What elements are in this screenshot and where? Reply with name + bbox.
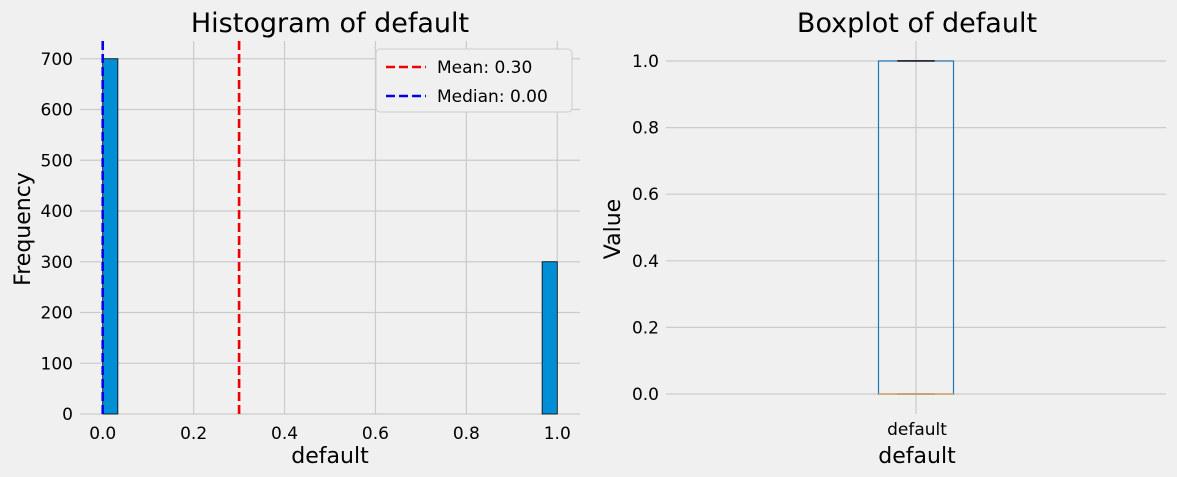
histogram-x-tick-label: 0.0 bbox=[89, 424, 116, 444]
histogram-y-tick-label: 600 bbox=[41, 101, 73, 121]
histogram-bar bbox=[541, 261, 558, 415]
histogram-bar bbox=[102, 58, 119, 415]
legend-median-label: Median: 0.00 bbox=[437, 87, 548, 107]
histogram-x-tick-label: 0.4 bbox=[271, 424, 298, 444]
boxplot-y-tick-label: 0.8 bbox=[632, 119, 659, 139]
histogram-y-tick-label: 100 bbox=[41, 354, 73, 374]
histogram-y-tick-label: 700 bbox=[41, 50, 73, 70]
histogram-y-tick-label: 0 bbox=[62, 405, 73, 425]
boxplot-title: Boxplot of default bbox=[797, 8, 1037, 39]
histogram-x-tick-label: 0.8 bbox=[453, 424, 480, 444]
histogram-panel: Histogram of default 0.0 0.2 0.4 0.6 0.8 1.0 … bbox=[11, 8, 580, 469]
boxplot-category-label: default bbox=[887, 420, 947, 440]
histogram-y-tick-label: 200 bbox=[41, 304, 73, 324]
histogram-x-tick-label: 0.2 bbox=[180, 424, 207, 444]
boxplot-panel: Boxplot of default 0.0 0.2 0.4 0.6 0.8 1.0 de… bbox=[601, 8, 1166, 469]
histogram-y-tick-label: 500 bbox=[41, 151, 73, 171]
histogram-x-label: default bbox=[291, 444, 369, 469]
histogram-y-tick-label: 300 bbox=[41, 253, 73, 273]
histogram-reference-lines bbox=[101, 41, 241, 414]
histogram-x-tick-label: 1.0 bbox=[544, 424, 571, 444]
histogram-x-tick-label: 0.6 bbox=[362, 424, 389, 444]
histogram-y-ticks: 0 100 200 300 400 500 600 700 bbox=[41, 50, 73, 425]
legend-mean-label: Mean: 0.30 bbox=[437, 58, 532, 78]
boxplot-y-label: Value bbox=[601, 199, 626, 259]
histogram-y-label: Frequency bbox=[11, 172, 36, 286]
boxplot-y-tick-label: 0.6 bbox=[632, 185, 659, 205]
histogram-x-ticks: 0.0 0.2 0.4 0.6 0.8 1.0 bbox=[89, 424, 571, 444]
boxplot-y-ticks: 0.0 0.2 0.4 0.6 0.8 1.0 bbox=[632, 52, 659, 405]
boxplot-y-tick-label: 0.0 bbox=[632, 385, 659, 405]
boxplot-y-tick-label: 1.0 bbox=[632, 52, 659, 72]
histogram-title: Histogram of default bbox=[191, 8, 469, 39]
histogram-bars bbox=[102, 58, 558, 415]
boxplot-grid bbox=[666, 41, 1166, 414]
boxplot-y-tick-label: 0.2 bbox=[632, 318, 659, 338]
histogram-legend: Mean: 0.30 Median: 0.00 bbox=[375, 48, 573, 113]
boxplot-marks bbox=[877, 60, 955, 395]
boxplot-y-tick-label: 0.4 bbox=[632, 252, 659, 272]
histogram-y-tick-label: 400 bbox=[41, 202, 73, 222]
boxplot-x-label: default bbox=[878, 444, 956, 469]
